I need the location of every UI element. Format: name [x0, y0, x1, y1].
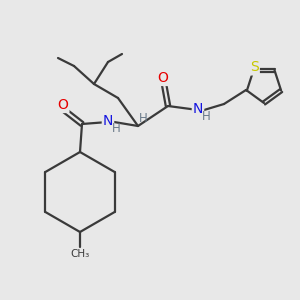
Text: H: H: [139, 112, 147, 124]
Text: S: S: [250, 60, 259, 74]
Text: H: H: [112, 122, 120, 136]
Text: N: N: [193, 102, 203, 116]
Text: CH₃: CH₃: [70, 249, 90, 259]
Text: N: N: [103, 114, 113, 128]
Text: O: O: [58, 98, 68, 112]
Text: H: H: [202, 110, 210, 124]
Text: O: O: [158, 71, 168, 85]
